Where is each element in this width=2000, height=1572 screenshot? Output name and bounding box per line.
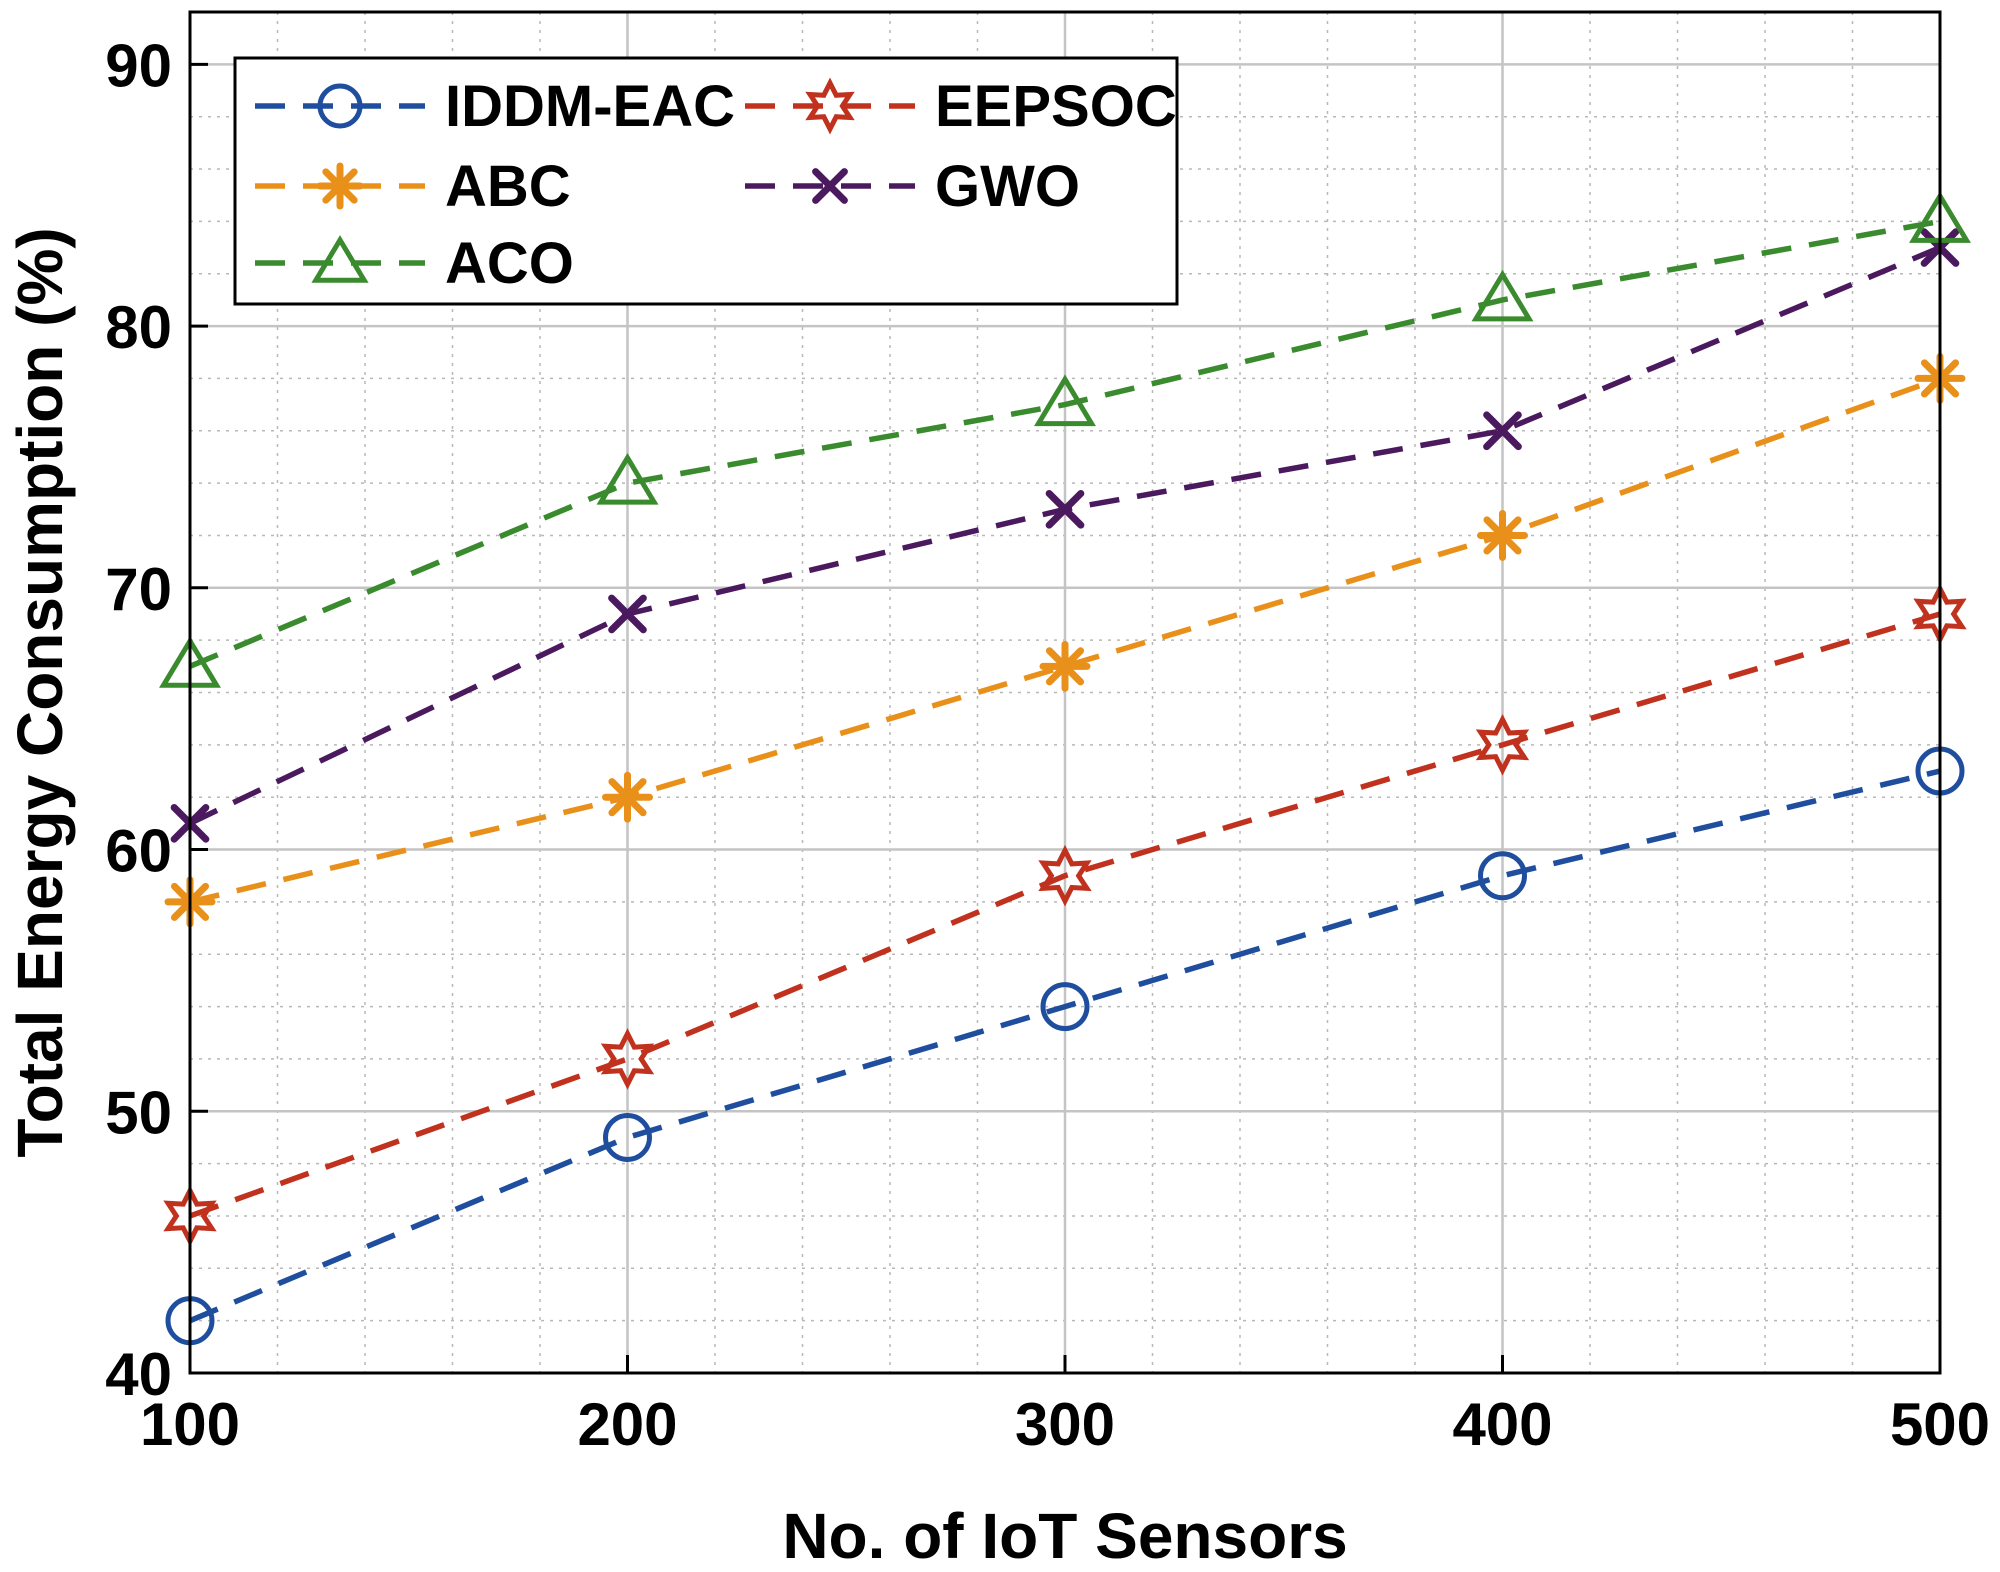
data-point-marker [316,162,364,210]
y-tick-label: 70 [105,556,172,623]
data-point-marker [596,452,659,505]
legend-label: IDDM-EAC [445,74,735,139]
y-tick-label: 60 [105,818,172,885]
x-stroke [1483,411,1522,451]
x-stroke [608,594,647,634]
data-point-marker [1471,269,1534,322]
data-point-marker [1040,982,1090,1032]
data-point-marker [1034,374,1096,427]
legend-label: ABC [445,154,571,219]
data-point-marker [1477,509,1528,561]
data-point-marker [602,771,653,823]
series-aco [159,191,1971,688]
asterisk-stroke [1045,647,1085,686]
data-point-marker [600,1028,655,1090]
data-point-marker [317,83,363,129]
legend-item-iddm-eac: IDDM-EAC [255,74,735,139]
hexagram-marker [600,1028,655,1090]
x-stroke [1045,489,1085,529]
data-point-marker [805,77,855,135]
triangle-marker [596,452,659,505]
triangle-marker [1034,374,1096,427]
asterisk-stroke [1483,516,1522,555]
x-tick-label: 300 [1015,1391,1115,1458]
series-line [189,611,1941,1219]
series-line [189,375,1941,905]
legend-label: ACO [445,231,574,296]
legend-item-gwo: GWO [745,154,1080,219]
asterisk-stroke [322,168,358,204]
series-line [188,768,1941,1324]
data-point-marker [1045,489,1085,529]
circle-marker [1478,851,1527,901]
series-eepsoc [163,583,1967,1247]
legend-box [233,56,1179,306]
x-tick-label: 100 [140,1391,240,1458]
x-axis-label: No. of IoT Sensors [782,1500,1347,1572]
circle-marker [317,83,363,129]
data-point-marker [1483,411,1522,451]
x-tick-label: 400 [1452,1391,1552,1458]
y-tick-label: 50 [105,1079,172,1146]
series-lines [159,191,1971,1346]
triangle-marker [1471,269,1534,322]
circle-marker [603,1112,652,1162]
hexagram-marker [1038,844,1092,907]
legend: IDDM-EAC EEPSOC ABC GWO ACO [233,56,1179,306]
data-point-marker [1475,714,1530,776]
x-tick-label: 500 [1890,1391,1990,1458]
legend-item-abc: ABC [255,154,571,219]
x-tick-label: 200 [577,1391,677,1458]
data-point-marker [1039,640,1091,692]
triangle-marker [311,235,369,283]
y-axis-label: Total Energy Consumption (%) [4,227,76,1157]
legend-item-aco: ACO [255,231,574,296]
circle-marker [1040,982,1090,1032]
hexagram-marker [805,77,855,135]
data-point-marker [608,594,647,634]
hexagram-marker [1475,714,1530,776]
y-tick-label: 90 [105,32,172,99]
legend-label: EEPSOC [935,74,1177,139]
x-stroke [812,168,848,204]
tick-labels: 100 200 300 400 500 40 50 60 70 80 90 [105,32,1990,1458]
data-point-marker [1038,844,1092,907]
y-tick-label: 40 [105,1341,172,1408]
legend-item-eepsoc: EEPSOC [745,74,1177,139]
y-tick-label: 80 [105,294,172,361]
series-line [188,218,1941,669]
data-point-marker [603,1112,652,1162]
data-point-marker [1478,851,1527,901]
data-point-marker [812,168,848,204]
legend-label: GWO [935,154,1080,219]
data-point-marker [311,235,369,283]
asterisk-stroke [608,778,647,817]
